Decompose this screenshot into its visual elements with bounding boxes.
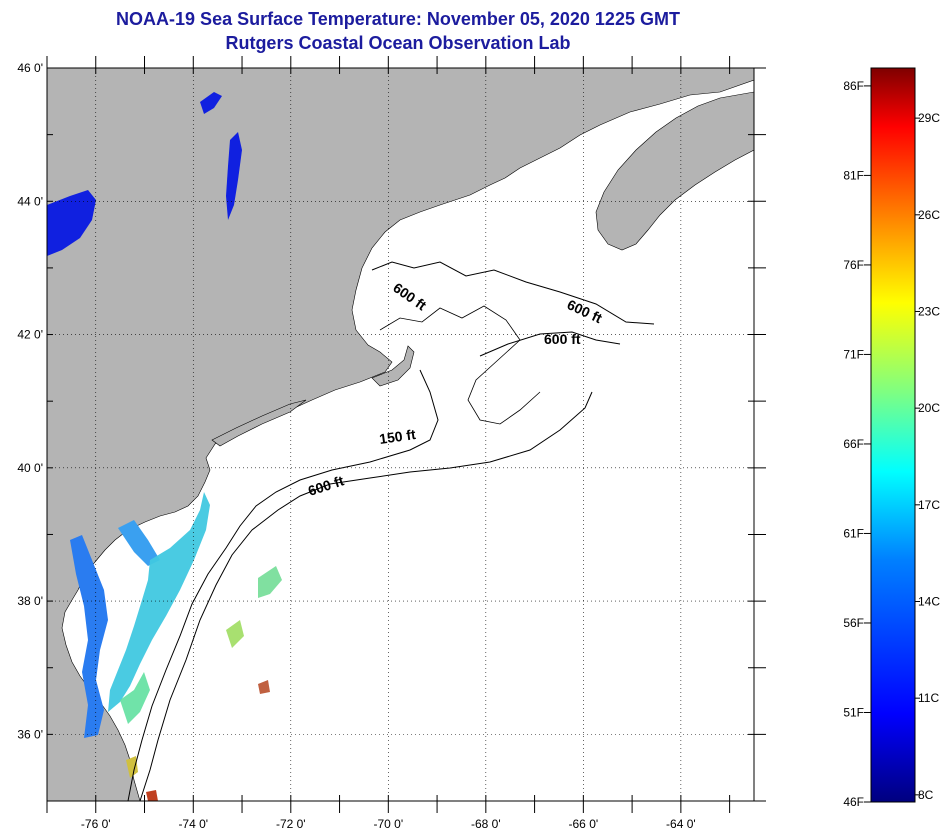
contour-label: 150 ft (378, 426, 417, 447)
lat-label: 44 0' (17, 194, 43, 208)
delaware-bay (118, 520, 160, 566)
colorbar-c-label: 23C (918, 304, 940, 318)
land-cape-cod (371, 345, 415, 387)
sst-patch-2 (226, 620, 244, 648)
contour-gulf-inner (379, 305, 541, 425)
colorbar-c-label: 20C (918, 401, 940, 415)
colorbar-f-label: 51F (843, 705, 864, 719)
colorbar-f-label: 81F (843, 168, 864, 182)
map-title: NOAA-19 Sea Surface Temperature: Novembe… (116, 9, 680, 29)
sst-patch-3 (258, 680, 270, 694)
chesapeake-bay (70, 535, 108, 738)
lake-moosehead (200, 92, 222, 114)
contour-600ft-gulf (371, 261, 655, 325)
colorbar-c-label: 26C (918, 208, 940, 222)
colorbar-f-label: 56F (843, 616, 864, 630)
contour-600ft-shelf (139, 391, 593, 801)
lake-champlain (226, 132, 242, 220)
colorbar-c-label: 29C (918, 111, 940, 125)
lat-label: 46 0' (17, 61, 43, 75)
lon-label: -72 0' (276, 817, 306, 831)
lake-ontario (47, 190, 96, 256)
colorbar-f-label: 76F (843, 258, 864, 272)
sst-patch-5 (146, 790, 158, 801)
lat-label: 40 0' (17, 461, 43, 475)
lon-label: -66 0' (569, 817, 599, 831)
map-frame (46, 67, 755, 802)
lat-label: 42 0' (17, 328, 43, 342)
contour-label: 600 ft (544, 331, 581, 347)
land-nova-scotia (595, 91, 754, 251)
colorbar-f-label: 86F (843, 79, 864, 93)
lat-label: 38 0' (17, 594, 43, 608)
sst-patch-1 (258, 566, 282, 598)
map-subtitle: Rutgers Coastal Ocean Observation Lab (225, 33, 571, 53)
colorbar-c-label: 14C (918, 594, 940, 608)
lon-label: -64 0' (666, 817, 696, 831)
contour-150ft (127, 369, 439, 801)
colorbar (870, 67, 916, 803)
colorbar-f-label: 71F (843, 347, 864, 361)
lon-label: -76 0' (81, 817, 111, 831)
lon-label: -70 0' (373, 817, 403, 831)
colorbar-c-label: 17C (918, 498, 940, 512)
colorbar-f-label: 66F (843, 437, 864, 451)
lon-label: -68 0' (471, 817, 501, 831)
lat-label: 36 0' (17, 727, 43, 741)
sst-coastal-band (108, 492, 210, 712)
sst-offshore-green (120, 672, 150, 724)
lon-label: -74 0' (178, 817, 208, 831)
sst-patch-4 (126, 756, 138, 778)
contour-600ft-georges (479, 331, 621, 357)
colorbar-c-label: 8C (918, 788, 934, 802)
colorbar-c-label: 11C (918, 691, 939, 705)
colorbar-f-label: 46F (843, 795, 864, 809)
land-long-island (211, 399, 307, 447)
colorbar-f-label: 61F (843, 526, 864, 540)
